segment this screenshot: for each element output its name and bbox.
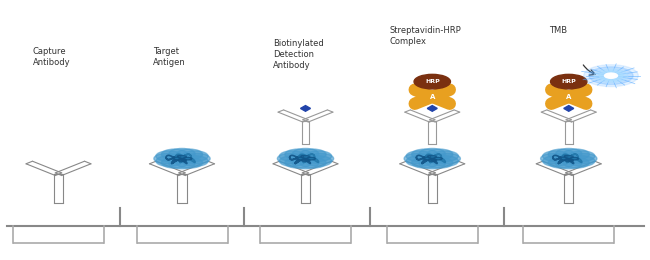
Circle shape [432, 151, 458, 161]
Circle shape [300, 158, 326, 168]
Circle shape [182, 151, 208, 161]
Circle shape [569, 156, 595, 166]
Circle shape [589, 67, 633, 84]
Circle shape [292, 158, 318, 169]
Circle shape [406, 156, 432, 166]
Circle shape [169, 158, 195, 169]
Circle shape [306, 156, 332, 166]
Circle shape [280, 156, 306, 166]
Circle shape [543, 156, 569, 166]
Circle shape [541, 153, 567, 164]
Circle shape [434, 153, 460, 164]
Text: HRP: HRP [562, 79, 576, 84]
Circle shape [184, 153, 210, 164]
Circle shape [300, 149, 326, 160]
Circle shape [156, 151, 182, 161]
Circle shape [606, 74, 616, 78]
Circle shape [182, 156, 208, 166]
Circle shape [594, 69, 628, 82]
Circle shape [543, 151, 569, 161]
Circle shape [404, 153, 430, 164]
Circle shape [292, 148, 318, 159]
Circle shape [548, 149, 575, 160]
Circle shape [169, 148, 195, 159]
Text: A: A [566, 94, 571, 100]
Circle shape [406, 151, 432, 161]
Circle shape [419, 158, 445, 169]
Circle shape [426, 149, 453, 160]
Circle shape [414, 74, 450, 89]
Circle shape [176, 149, 203, 160]
Text: Streptavidin-HRP
Complex: Streptavidin-HRP Complex [390, 26, 462, 46]
Circle shape [156, 156, 182, 166]
Circle shape [161, 158, 188, 168]
Circle shape [285, 158, 311, 168]
Circle shape [161, 149, 188, 160]
Circle shape [285, 149, 311, 160]
Text: Capture
Antibody: Capture Antibody [32, 47, 70, 67]
Polygon shape [564, 106, 574, 111]
Circle shape [411, 149, 438, 160]
Circle shape [556, 148, 582, 159]
Text: A: A [430, 94, 435, 100]
Circle shape [569, 151, 595, 161]
Circle shape [280, 151, 306, 161]
Text: Target
Antigen: Target Antigen [153, 47, 185, 67]
Circle shape [584, 65, 638, 87]
Circle shape [599, 71, 623, 80]
Circle shape [604, 73, 617, 78]
Polygon shape [300, 106, 311, 111]
Circle shape [307, 153, 333, 164]
Circle shape [176, 158, 203, 168]
Circle shape [556, 158, 582, 169]
Circle shape [426, 158, 453, 168]
Circle shape [419, 148, 445, 159]
Circle shape [411, 158, 438, 168]
Circle shape [154, 153, 180, 164]
Text: HRP: HRP [425, 79, 439, 84]
Circle shape [548, 158, 575, 168]
Circle shape [571, 153, 597, 164]
Circle shape [278, 153, 304, 164]
Circle shape [563, 158, 590, 168]
Text: TMB: TMB [549, 26, 567, 35]
Circle shape [563, 149, 590, 160]
Circle shape [432, 156, 458, 166]
Text: Biotinylated
Detection
Antibody: Biotinylated Detection Antibody [273, 39, 324, 70]
Circle shape [306, 151, 332, 161]
Circle shape [551, 74, 587, 89]
Polygon shape [427, 106, 437, 111]
